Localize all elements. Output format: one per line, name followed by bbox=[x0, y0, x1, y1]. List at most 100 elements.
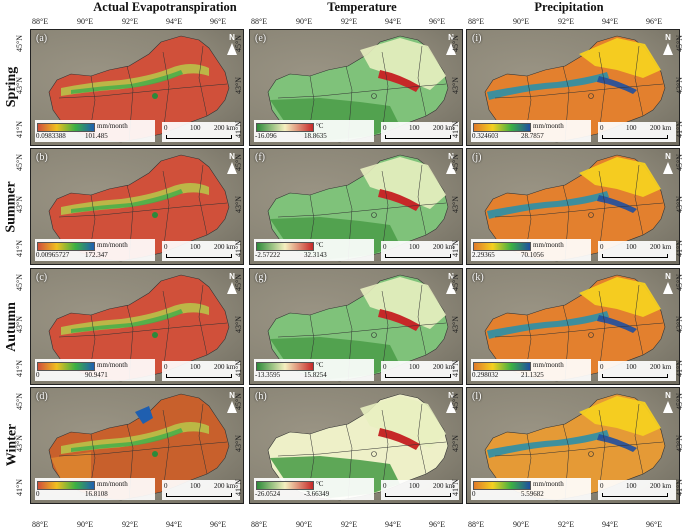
longitude-tick-label: 94°E bbox=[385, 17, 402, 26]
map-svg bbox=[484, 274, 666, 382]
legend-min: 0 bbox=[36, 490, 40, 498]
scale-label-200: 200 km bbox=[433, 482, 455, 490]
panel-letter: (l) bbox=[472, 391, 482, 402]
north-arrow-icon: N bbox=[226, 272, 238, 294]
scale-bar: 0 100 200 km bbox=[162, 122, 240, 142]
latitude-tick-label: 43°N bbox=[450, 435, 460, 452]
latitude-tick-label: 41°N bbox=[14, 121, 24, 138]
lake-outline bbox=[588, 332, 594, 338]
map-svg bbox=[48, 154, 230, 262]
north-plateau bbox=[360, 38, 446, 90]
color-legend: mm/month 2.29365 70.1056 bbox=[471, 239, 591, 261]
county-boundary bbox=[598, 170, 606, 254]
county-boundary bbox=[277, 83, 447, 99]
color-legend: °C -26.0524 -3.66349 bbox=[254, 478, 374, 500]
north-arrow-icon: N bbox=[662, 33, 674, 55]
longitude-tick-label: 90°E bbox=[296, 17, 313, 26]
scale-label-0: 0 bbox=[383, 243, 387, 251]
oasis-spot bbox=[152, 332, 158, 338]
latitude-tick-label: 41°N bbox=[674, 479, 684, 496]
county-boundary bbox=[198, 284, 208, 356]
scale-line bbox=[166, 374, 232, 378]
scale-line bbox=[602, 254, 668, 258]
north-arrow-icon: N bbox=[445, 152, 457, 174]
ridge-precip-band bbox=[597, 315, 637, 333]
longitude-tick-label: 96°E bbox=[210, 17, 227, 26]
latitude-tick-label: 45°N bbox=[450, 35, 460, 52]
map-svg bbox=[484, 393, 666, 501]
legend-max: 32.3143 bbox=[304, 251, 327, 259]
north-arrow-icon: N bbox=[226, 391, 238, 413]
legend-max: 18.8635 bbox=[304, 132, 327, 140]
longitude-tick-label: 96°E bbox=[646, 520, 663, 529]
scale-label-200: 200 km bbox=[433, 243, 455, 251]
legend-unit: °C bbox=[316, 361, 324, 369]
scale-bar: 0 100 200 km bbox=[162, 361, 240, 381]
county-boundary bbox=[381, 51, 389, 135]
north-plateau bbox=[360, 396, 446, 448]
scale-label-200: 200 km bbox=[650, 243, 672, 251]
latitude-tick-label: 41°N bbox=[450, 121, 460, 138]
legend-unit: mm/month bbox=[97, 480, 128, 488]
scale-line bbox=[166, 135, 232, 139]
scale-label-0: 0 bbox=[164, 124, 168, 132]
county-boundary bbox=[162, 51, 170, 135]
legend-color-bar bbox=[473, 481, 531, 490]
latitude-tick-label: 45°N bbox=[233, 393, 243, 410]
legend-max: 90.9471 bbox=[85, 371, 108, 379]
color-legend: mm/month 0 90.9471 bbox=[35, 359, 155, 381]
legend-unit: °C bbox=[316, 241, 324, 249]
latitude-tick-label: 41°N bbox=[233, 121, 243, 138]
north-arrow-icon: N bbox=[445, 272, 457, 294]
latitude-tick-label: 41°N bbox=[233, 240, 243, 257]
latitude-tick-label: 45°N bbox=[674, 154, 684, 171]
col-title-prec: Precipitation bbox=[534, 0, 604, 14]
map-panel: (g) N °C -13.3595 15.8254 0 100 200 km bbox=[249, 268, 463, 385]
legend-min: 2.29365 bbox=[472, 251, 495, 259]
map-svg bbox=[48, 393, 230, 501]
scale-bar: 0 100 200 km bbox=[381, 361, 459, 381]
latitude-tick-label: 41°N bbox=[233, 360, 243, 377]
legend-max: 21.1325 bbox=[521, 371, 544, 379]
map-panel: (e) N °C -16.096 18.8635 0 100 200 km bbox=[249, 29, 463, 146]
scale-label-200: 200 km bbox=[214, 124, 236, 132]
latitude-tick-label: 43°N bbox=[674, 435, 684, 452]
latitude-tick-label: 41°N bbox=[450, 479, 460, 496]
color-legend: mm/month 0.324603 28.7857 bbox=[471, 120, 591, 142]
col-title-et: Actual Evapotranspiration bbox=[93, 0, 237, 14]
ridge-precip-band bbox=[597, 434, 637, 452]
north-arrow-icon: N bbox=[445, 33, 457, 55]
county-boundary bbox=[634, 284, 644, 356]
lake-outline bbox=[371, 332, 377, 338]
panel-letter: (a) bbox=[36, 33, 48, 44]
map-panel: (h) N °C -26.0524 -3.66349 0 100 200 km bbox=[249, 387, 463, 504]
mountain-precip-band bbox=[487, 430, 609, 458]
latitude-tick-label: 43°N bbox=[450, 316, 460, 333]
latitude-tick-label: 41°N bbox=[674, 240, 684, 257]
scale-bar: 0 100 200 km bbox=[598, 241, 676, 261]
north-arrow-icon: N bbox=[445, 391, 457, 413]
scale-label-200: 200 km bbox=[214, 243, 236, 251]
scale-label-100: 100 bbox=[626, 124, 637, 132]
lake-outline bbox=[371, 93, 377, 99]
winter-high-zone bbox=[135, 406, 153, 424]
latitude-tick-label: 43°N bbox=[233, 316, 243, 333]
scale-bar: 0 100 200 km bbox=[598, 480, 676, 500]
longitude-tick-label: 92°E bbox=[558, 520, 575, 529]
legend-color-bar bbox=[37, 362, 95, 371]
latitude-tick-label: 41°N bbox=[450, 360, 460, 377]
legend-max: 28.7857 bbox=[521, 132, 544, 140]
mountain-ridge bbox=[378, 428, 420, 450]
north-plateau bbox=[360, 157, 446, 209]
longitude-tick-label: 88°E bbox=[251, 520, 268, 529]
longitude-tick-label: 94°E bbox=[166, 17, 183, 26]
color-legend: mm/month 0.298032 21.1325 bbox=[471, 359, 591, 381]
longitude-tick-label: 90°E bbox=[77, 520, 94, 529]
color-legend: °C -16.096 18.8635 bbox=[254, 120, 374, 142]
scale-line bbox=[602, 135, 668, 139]
legend-unit: mm/month bbox=[97, 241, 128, 249]
latitude-tick-label: 45°N bbox=[14, 154, 24, 171]
mountain-precip-band bbox=[487, 72, 609, 100]
vegetation-band bbox=[71, 70, 183, 94]
scale-label-0: 0 bbox=[164, 482, 168, 490]
